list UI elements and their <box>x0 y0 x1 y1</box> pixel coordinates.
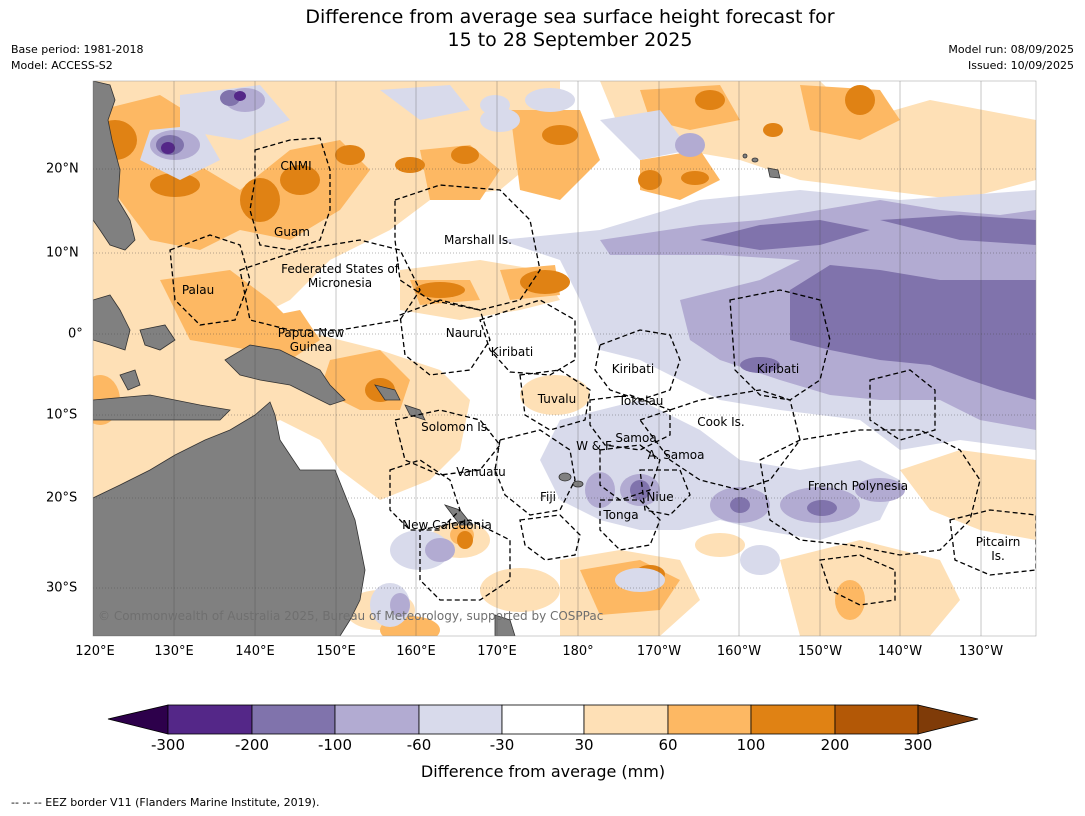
colorbar-tick-minus-200: -200 <box>234 736 270 754</box>
region-label-solomon-is: Solomon Is. <box>421 420 491 434</box>
lon-label-160w: 160°W <box>716 644 762 659</box>
region-label-french-polynesia: French Polynesia <box>807 479 909 493</box>
region-label-vanuatu: Vanuatu <box>456 465 506 479</box>
eez-borders <box>169 137 1036 606</box>
region-label-pitcairn-is: Pitcairn Is. <box>975 535 1021 563</box>
lat-label-0: 0° <box>68 326 83 342</box>
lat-label-20n: 20°N <box>46 161 79 177</box>
colorbar-tick-30: 30 <box>574 736 594 754</box>
colorbar-tick-60: 60 <box>658 736 678 754</box>
region-label-a-samoa: A. Samoa <box>647 448 705 462</box>
region-label-kiribati-west: Kiribati <box>490 345 534 359</box>
colorbar-tick-minus-60: -60 <box>406 736 432 754</box>
region-label-w-and-f: W & F <box>576 439 612 453</box>
colorbar-bin-9 <box>834 704 919 735</box>
lon-label-150w: 150°W <box>797 644 843 659</box>
lon-label-130e: 130°E <box>154 644 194 659</box>
lon-label-170e: 170°E <box>477 644 517 659</box>
sea-height-anomaly-field <box>93 81 1036 636</box>
region-label-niue: Niue <box>646 490 674 504</box>
model-run: Model run: 08/09/2025 <box>948 43 1074 56</box>
region-label-tonga: Tonga <box>603 508 639 522</box>
region-label-png: Papua New Guinea <box>277 326 345 354</box>
lon-label-180: 180° <box>562 644 594 659</box>
colorbar-tick-minus-30: -30 <box>489 736 515 754</box>
region-label-palau: Palau <box>181 283 215 297</box>
map-title: Difference from average sea surface heig… <box>0 6 1085 52</box>
anomaly-minus-200-minus-300-mm <box>161 91 246 154</box>
map-frame <box>92 80 1037 637</box>
colorbar-bin-8 <box>750 704 836 735</box>
colorbar-tick-100: 100 <box>736 736 766 754</box>
lat-label-20s: 20°S <box>46 490 78 506</box>
region-label-marshall-is: Marshall Is. <box>444 233 512 247</box>
colorbar-tick-minus-300: -300 <box>150 736 186 754</box>
region-label-guam: Guam <box>274 225 310 239</box>
longitude-gridlines <box>173 81 982 636</box>
colorbar-bin-1 <box>167 704 253 735</box>
colorbar-tick-300: 300 <box>903 736 933 754</box>
colorbar-bin-4 <box>418 704 503 735</box>
region-label-cook-is: Cook Is. <box>697 415 745 429</box>
region-label-new-caledonia: New Caledonia <box>402 518 492 532</box>
colorbar-bin-3 <box>334 704 420 735</box>
region-label-kiribati-east: Kiribati <box>756 362 800 376</box>
colorbar-tick-minus-100: -100 <box>317 736 353 754</box>
colorbar-bin-6 <box>583 704 669 735</box>
region-label-fiji: Fiji <box>539 490 557 504</box>
issued-date: Issued: 10/09/2025 <box>967 59 1074 72</box>
colorbar-bin-2 <box>251 704 336 735</box>
colorbar <box>107 704 979 735</box>
lon-label-170w: 170°W <box>636 644 682 659</box>
region-label-micronesia: Federated States of Micronesia <box>281 262 399 290</box>
lon-label-150e: 150°E <box>316 644 356 659</box>
copyright-notice: © Commonwealth of Australia 2025, Bureau… <box>98 609 604 623</box>
lon-label-140e: 140°E <box>235 644 275 659</box>
lon-label-160e: 160°E <box>396 644 436 659</box>
model-name: Model: ACCESS-S2 <box>11 59 113 72</box>
region-label-nauru: Nauru <box>445 326 483 340</box>
colorbar-tick-200: 200 <box>820 736 850 754</box>
meta-right: Model run: 08/09/2025 Issued: 10/09/2025 <box>948 42 1074 74</box>
region-label-cnmi: CNMI <box>280 159 312 173</box>
eez-border-legend: -- -- -- EEZ border V11 (Flanders Marine… <box>11 796 320 809</box>
colorbar-label: Difference from average (mm) <box>420 762 666 781</box>
meta-left: Base period: 1981-2018 Model: ACCESS-S2 <box>11 42 143 74</box>
lat-label-10n: 10°N <box>46 245 79 261</box>
title-line-2: 15 to 28 September 2025 <box>447 29 693 51</box>
region-label-kiribati-central: Kiribati <box>611 362 655 376</box>
region-label-tuvalu: Tuvalu <box>537 392 577 406</box>
anomaly-minus-100-minus-200-mm <box>156 90 1036 516</box>
colorbar-min-extend <box>107 704 169 735</box>
colorbar-max-extend <box>917 704 979 735</box>
region-label-samoa: Samoa <box>615 431 657 445</box>
latitude-gridlines <box>93 168 1036 589</box>
lon-label-140w: 140°W <box>877 644 923 659</box>
region-label-tokelau: Tokelau <box>618 394 664 408</box>
title-line-1: Difference from average sea surface heig… <box>305 6 835 28</box>
colorbar-bin-5 <box>501 704 585 735</box>
lon-label-130w: 130°W <box>958 644 1004 659</box>
lat-label-10s: 10°S <box>46 407 78 423</box>
lat-label-30s: 30°S <box>46 580 78 596</box>
lon-label-120e: 120°E <box>75 644 115 659</box>
base-period: Base period: 1981-2018 <box>11 43 144 56</box>
colorbar-bin-7 <box>667 704 752 735</box>
